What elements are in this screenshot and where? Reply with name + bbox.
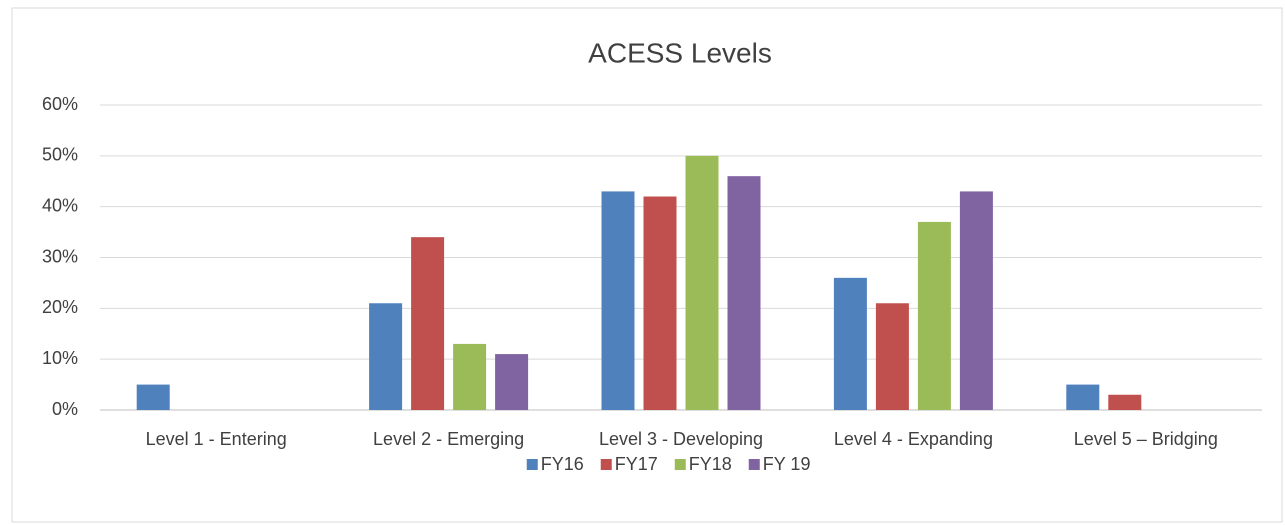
legend-label: FY18 <box>689 454 732 474</box>
y-tick-label: 30% <box>42 246 78 266</box>
y-tick-label: 0% <box>52 399 78 419</box>
bar <box>1108 394 1142 410</box>
y-tick-label: 20% <box>42 297 78 317</box>
legend-label: FY16 <box>541 454 584 474</box>
legend-swatch <box>526 459 538 470</box>
bar <box>875 303 909 410</box>
legend-label: FY 19 <box>763 454 811 474</box>
legend-swatch <box>748 459 760 470</box>
bar <box>369 303 403 410</box>
x-tick-label: Level 2 - Emerging <box>373 429 524 449</box>
bar <box>727 176 761 410</box>
bar <box>411 237 445 410</box>
bar <box>917 221 951 410</box>
y-tick-label: 10% <box>42 348 78 368</box>
bar <box>685 155 719 410</box>
y-tick-label: 60% <box>42 94 78 114</box>
bar <box>453 343 487 410</box>
bar <box>643 196 677 410</box>
y-tick-label: 40% <box>42 195 78 215</box>
legend-swatch <box>600 459 612 470</box>
bar <box>136 384 170 410</box>
x-tick-label: Level 3 - Developing <box>599 429 763 449</box>
bar <box>495 354 529 410</box>
bar <box>1066 384 1100 410</box>
bar <box>833 277 867 410</box>
x-tick-label: Level 4 - Expanding <box>834 429 993 449</box>
legend-swatch <box>674 459 686 470</box>
bar <box>959 191 993 410</box>
y-tick-label: 50% <box>42 145 78 165</box>
bar <box>601 191 635 410</box>
x-tick-label: Level 5 – Bridging <box>1074 429 1218 449</box>
x-tick-label: Level 1 - Entering <box>146 429 287 449</box>
chart-title: ACESS Levels <box>588 37 772 68</box>
legend-label: FY17 <box>615 454 658 474</box>
